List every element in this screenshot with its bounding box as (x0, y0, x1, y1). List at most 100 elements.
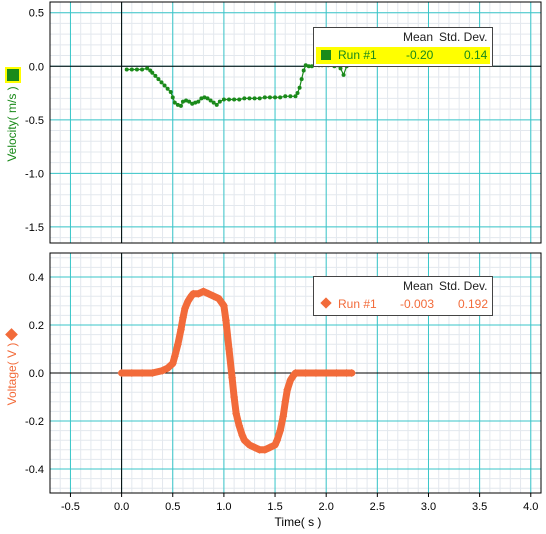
x-tick-label: -0.5 (61, 501, 80, 513)
voltage-data-point (255, 445, 264, 454)
plot-frame (49, 1, 542, 244)
velocity-data-point (211, 100, 216, 105)
velocity-data-point (293, 94, 298, 99)
legend-row-run-1[interactable]: Run #1 -0.20 0.14 (316, 47, 490, 64)
voltage-data-point (170, 352, 179, 361)
y-tick-label: 0.5 (29, 8, 44, 20)
legend-run-label: Run #1 (338, 297, 377, 311)
velocity-data-point (165, 86, 170, 91)
velocity-data-point (153, 73, 158, 78)
legend-std-header: Std. Dev. (439, 279, 488, 293)
legend-mean-header: Mean (403, 279, 434, 293)
voltage-data-point (281, 397, 290, 406)
voltage-data-point (342, 369, 351, 377)
velocity-data-point (252, 96, 257, 101)
voltage-data-point (240, 436, 249, 445)
x-tick-label: 3.5 (472, 501, 487, 513)
voltage-y-axis-label: Voltage( V ) (5, 343, 19, 406)
voltage-data-point (235, 421, 244, 430)
voltage-data-point (163, 364, 172, 373)
velocity-data-point (184, 98, 189, 103)
velocity-y-axis-label: Velocity( m/s ) (5, 86, 19, 161)
velocity-data-point (309, 64, 314, 69)
voltage-data-point (189, 289, 198, 298)
velocity-data-point (267, 95, 272, 100)
x-tick-label: 1.5 (267, 501, 282, 513)
x-tick-label: 0.0 (114, 501, 129, 513)
voltage-data-point (279, 412, 288, 421)
square-icon (321, 50, 331, 60)
velocity-data-point (301, 68, 306, 73)
velocity-data-point (303, 63, 308, 68)
y-tick-label: -0.2 (25, 416, 44, 428)
velocity-data-point (172, 100, 177, 105)
legend-mean-header: Mean (403, 30, 434, 44)
velocity-data-point (180, 99, 185, 104)
y-tick-label: -1.5 (25, 222, 44, 234)
velocity-data-point (297, 85, 302, 90)
legend-mean-value: -0.003 (400, 297, 435, 311)
velocity-data-point (196, 99, 201, 104)
velocity-legend[interactable]: Mean Std. Dev. Run #1 -0.20 0.14 (313, 27, 493, 67)
x-tick-label: 3.0 (421, 501, 436, 513)
x-axis-label: Time( s ) (275, 515, 322, 529)
voltage-data-point (117, 369, 126, 377)
velocity-data-point (247, 96, 252, 101)
voltage-data-point (250, 443, 259, 452)
x-tick-label: 4.0 (523, 501, 538, 513)
velocity-data-point (208, 98, 213, 103)
velocity-data-point (306, 64, 311, 69)
velocity-data-point (288, 94, 293, 99)
voltage-data-point (311, 369, 320, 377)
voltage-data-point (148, 369, 157, 377)
voltage-data-point (322, 369, 331, 377)
voltage-data-point (221, 316, 230, 325)
y-tick-label: -0.4 (25, 464, 44, 476)
voltage-data-point (228, 373, 237, 382)
y-tick-label: 0.4 (29, 272, 44, 284)
voltage-data-point (168, 359, 177, 368)
velocity-data-point (190, 101, 195, 106)
y-tick-label: 0.2 (29, 320, 44, 332)
velocity-data-point (232, 97, 237, 102)
voltage-data-point (181, 304, 190, 313)
legend-std-value: 0.192 (458, 297, 489, 311)
velocity-data-point (262, 95, 267, 100)
x-tick-label: 0.5 (165, 501, 180, 513)
legend-mean-value: -0.20 (406, 48, 434, 62)
x-tick-label: 1.0 (216, 501, 231, 513)
y-tick-label: -0.5 (25, 115, 44, 127)
voltage-data-point (232, 409, 241, 418)
velocity-data-point (205, 96, 210, 101)
legend-row-run-1[interactable]: Run #1 -0.003 0.192 (316, 296, 490, 313)
legend-run-label: Run #1 (338, 48, 377, 62)
velocity-data-point (227, 97, 232, 102)
velocity-data-point (159, 80, 164, 85)
voltage-data-point (178, 313, 187, 322)
velocity-data-point (295, 91, 300, 96)
velocity-data-point (257, 96, 262, 101)
velocity-data-point (129, 67, 134, 72)
velocity-data-point (170, 95, 175, 100)
legend-std-value: 0.14 (464, 48, 488, 62)
velocity-data-point (341, 72, 346, 77)
velocity-data-point (175, 102, 180, 107)
velocity-data-point (193, 100, 198, 105)
velocity-data-point (162, 83, 167, 88)
velocity-series-marker-icon[interactable] (5, 67, 21, 83)
velocity-data-point (217, 99, 222, 104)
voltage-legend[interactable]: Mean Std. Dev. Run #1 -0.003 0.192 (313, 276, 493, 316)
velocity-data-point (178, 103, 183, 108)
x-tick-label: 2.5 (370, 501, 385, 513)
diamond-icon (320, 297, 332, 309)
voltage-data-point (219, 301, 228, 310)
voltage-data-point (291, 369, 300, 377)
velocity-data-point (202, 95, 207, 100)
voltage-data-point (138, 369, 147, 377)
voltage-data-point (283, 385, 292, 394)
voltage-data-point (176, 325, 185, 334)
velocity-data-point (150, 70, 155, 75)
x-tick-labels: -0.5 0.0 0.5 1.0 1.5 2.0 2.5 3.0 3.5 4.0 (61, 493, 538, 513)
velocity-data-point (145, 66, 150, 71)
velocity-data-point (221, 97, 226, 102)
